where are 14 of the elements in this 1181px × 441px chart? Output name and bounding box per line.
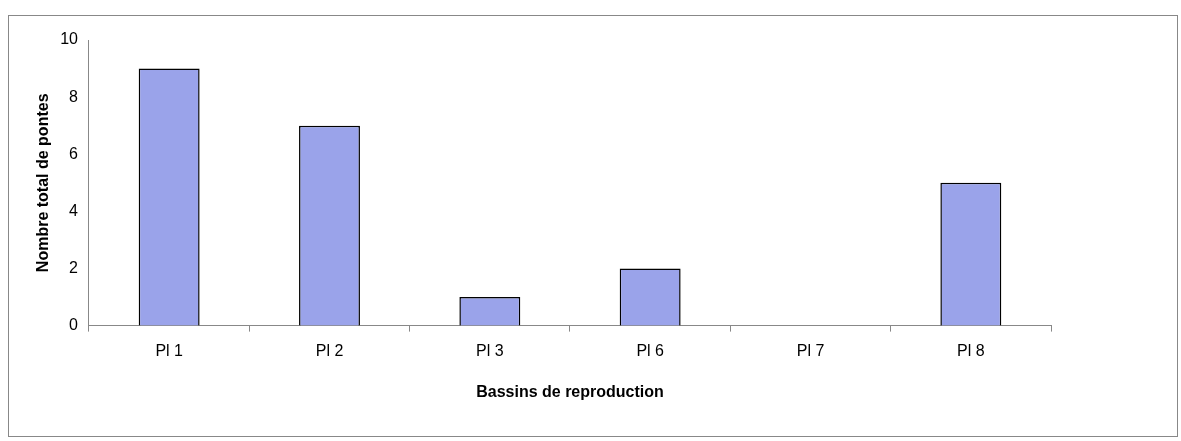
x-tick-label: Pl 8 <box>957 341 985 359</box>
x-tick-label: Pl 2 <box>315 341 344 359</box>
y-tick-label: 6 <box>69 144 79 162</box>
x-tick-label: Pl 3 <box>476 341 504 359</box>
x-tick-label: Pl 1 <box>155 341 184 359</box>
y-tick-label: 2 <box>69 258 79 276</box>
y-tick-label: 8 <box>69 87 79 105</box>
x-tick-label: Pl 6 <box>636 341 665 359</box>
y-axis-title: Nombre total de pontes <box>34 93 52 273</box>
y-tick-label: 10 <box>60 30 79 48</box>
x-tick-label: Pl 7 <box>796 341 825 359</box>
y-tick-label: 4 <box>69 201 79 219</box>
y-tick-label: 0 <box>69 316 79 334</box>
x-axis-title: Bassins de reproduction <box>476 382 664 400</box>
